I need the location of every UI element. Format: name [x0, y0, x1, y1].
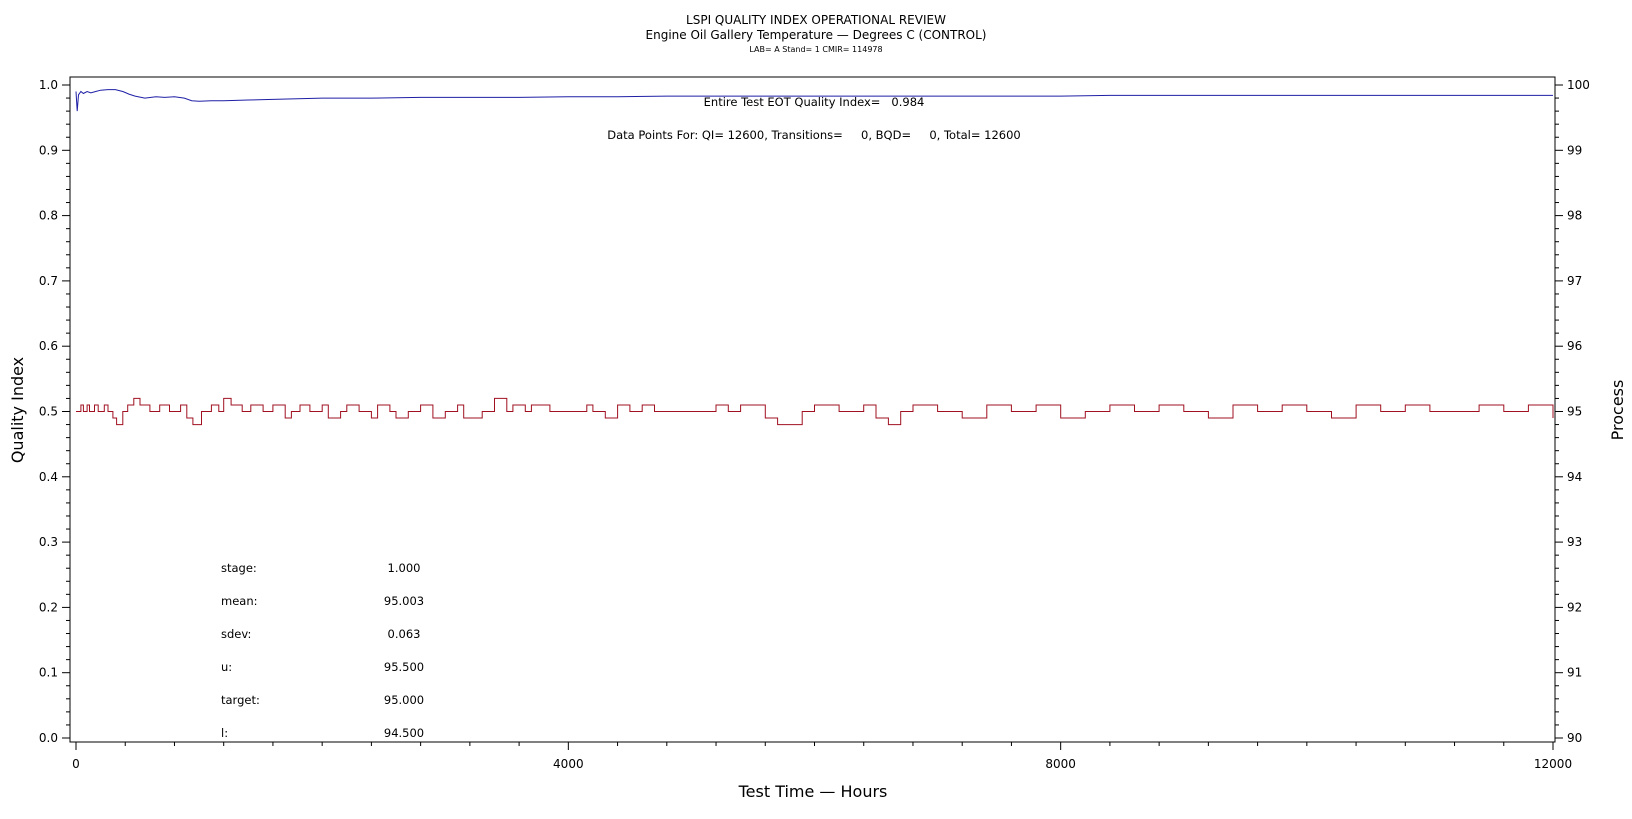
stat-value: 95.500 [384, 660, 424, 674]
right-tick-label: 95 [1567, 405, 1582, 419]
x-axis-ticks: 0 4000 8000 12000 [72, 742, 1572, 771]
stat-label: stage: [221, 561, 257, 575]
series-layer [75, 89, 1554, 426]
stat-label: mean: [221, 594, 258, 608]
right-tick-label: 96 [1567, 339, 1582, 353]
left-tick-label: 1.0 [39, 78, 58, 92]
stat-value: 95.003 [384, 594, 424, 608]
stat-label: sdev: [221, 627, 251, 641]
right-tick-label: 98 [1567, 209, 1582, 223]
x-tick-label: 0 [72, 757, 80, 771]
chart-subtitle: Engine Oil Gallery Temperature — Degrees… [646, 28, 987, 42]
left-tick-label: 0.7 [39, 274, 58, 288]
right-axis-ticks: 90 91 92 93 94 95 96 97 98 99 100 [1555, 78, 1590, 745]
right-tick-label: 90 [1567, 731, 1582, 745]
left-tick-label: 0.8 [39, 209, 58, 223]
x-tick-label: 12000 [1534, 757, 1572, 771]
left-tick-label: 0.1 [39, 666, 58, 680]
y-axis-label-left: Quality Index [8, 357, 27, 463]
right-tick-label: 97 [1567, 274, 1582, 288]
left-tick-label: 0.5 [39, 405, 58, 419]
chart-subtitle-lab: LAB= A Stand= 1 CMIR= 114978 [749, 45, 882, 54]
right-tick-label: 93 [1567, 535, 1582, 549]
chart-title: LSPI QUALITY INDEX OPERATIONAL REVIEW [686, 13, 946, 27]
data-points-annotation: Data Points For: QI= 12600, Transitions=… [607, 128, 1020, 142]
left-axis-ticks: 0.0 0.1 0.2 0.3 0.4 0.5 0.6 0.7 0.8 0.9 1.0 [39, 78, 70, 745]
stat-value: 94.500 [384, 726, 424, 740]
right-tick-label: 100 [1567, 78, 1590, 92]
left-tick-label: 0.3 [39, 535, 58, 549]
x-tick-label: 8000 [1045, 757, 1076, 771]
stat-value: 0.063 [388, 627, 421, 641]
left-tick-label: 0.9 [39, 143, 58, 157]
stat-value: 95.000 [384, 693, 424, 707]
stat-value: 1.000 [388, 561, 421, 575]
right-tick-label: 91 [1567, 666, 1582, 680]
left-tick-label: 0.2 [39, 600, 58, 614]
x-tick-label: 4000 [553, 757, 584, 771]
stats-panel: stage: 1.000 mean: 95.003 sdev: 0.063 u: 95.500… [221, 561, 424, 740]
right-tick-label: 99 [1567, 143, 1582, 157]
quality-index-annotation: Entire Test EOT Quality Index= 0.984 [704, 95, 925, 109]
right-tick-label: 92 [1567, 600, 1582, 614]
stat-label: l: [221, 726, 228, 740]
right-tick-label: 94 [1567, 470, 1582, 484]
process-line [76, 397, 1554, 426]
left-tick-label: 0.4 [39, 470, 58, 484]
left-tick-label: 0.6 [39, 339, 58, 353]
quality-index-line [75, 89, 1553, 112]
plot-frame [69, 76, 1556, 743]
y-axis-label-right: Process [1608, 380, 1627, 441]
left-tick-label: 0.0 [39, 731, 58, 745]
x-axis-label: Test Time — Hours [738, 782, 888, 801]
stat-label: u: [221, 660, 232, 674]
stat-label: target: [221, 693, 260, 707]
